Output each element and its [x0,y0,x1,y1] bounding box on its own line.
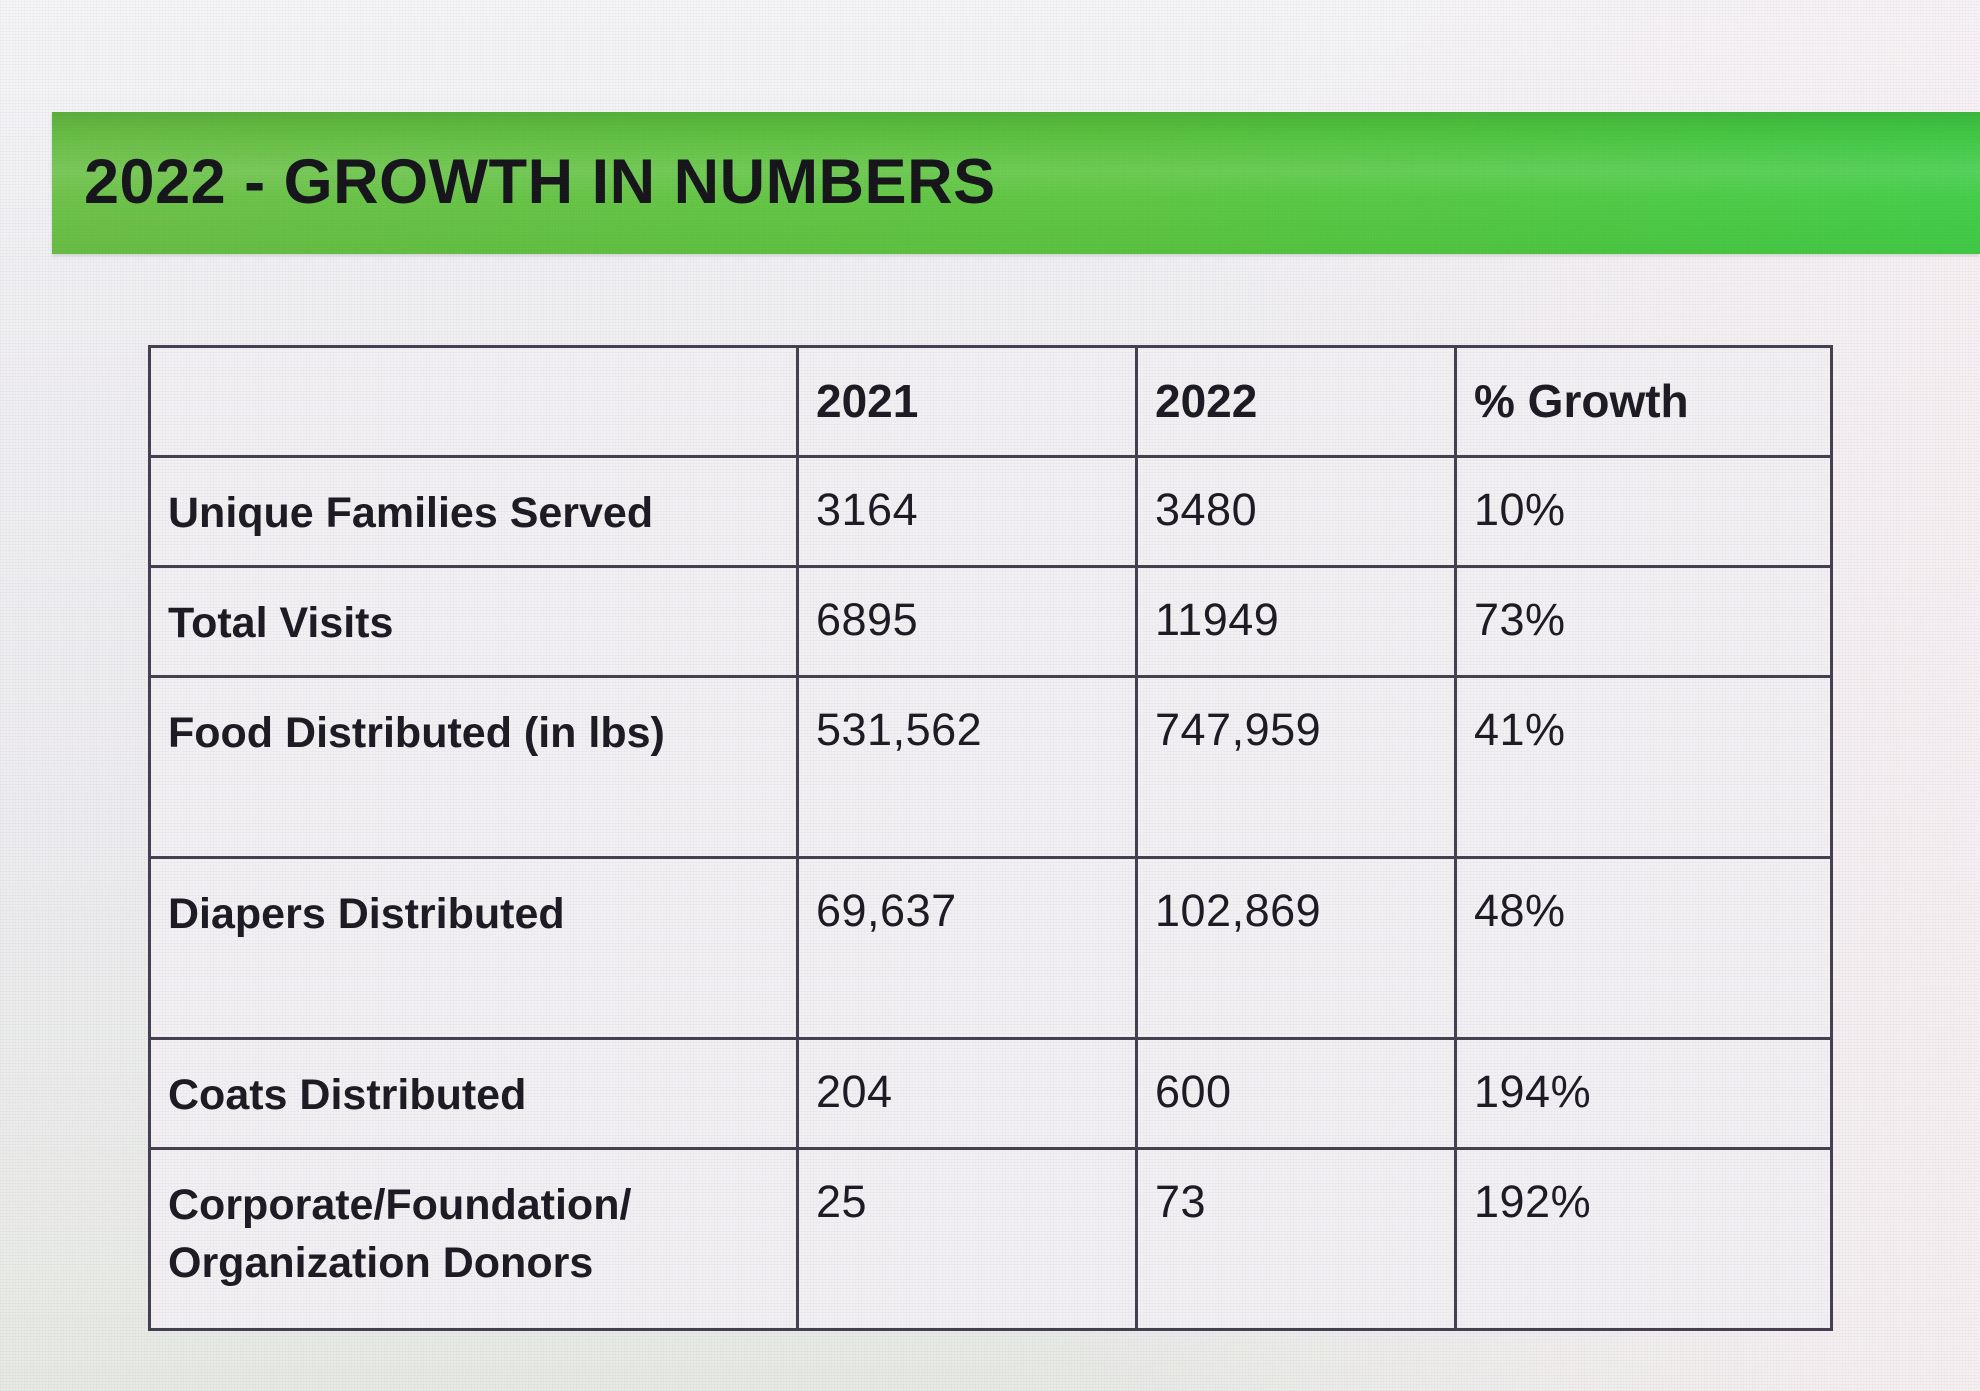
value-2022: 3480 [1135,455,1457,568]
value-2022: 600 [1135,1037,1457,1150]
column-header-2021: 2021 [796,345,1138,458]
growth-table: 2021 2022 % Growth Unique Families Serve… [148,345,1833,1331]
table-row-diapers-distributed: Diapers Distributed 69,637 102,869 48% [148,856,1833,1040]
row-label: Total Visits [148,565,799,678]
value-2021: 6895 [796,565,1138,678]
table-header-row: 2021 2022 % Growth [148,345,1833,458]
value-growth: 41% [1454,675,1833,859]
row-label: Corporate/Foundation/ Organization Donor… [148,1147,799,1331]
value-growth: 194% [1454,1037,1833,1150]
table-row-unique-families: Unique Families Served 3164 3480 10% [148,455,1833,568]
value-2021: 531,562 [796,675,1138,859]
column-header-percent-growth: % Growth [1454,345,1833,458]
value-growth: 10% [1454,455,1833,568]
row-label: Unique Families Served [148,455,799,568]
title-banner: 2022 - GROWTH IN NUMBERS [52,112,1980,254]
table-row-coats-distributed: Coats Distributed 204 600 194% [148,1037,1833,1150]
table-row-food-distributed: Food Distributed (in lbs) 531,562 747,95… [148,675,1833,859]
value-2021: 25 [796,1147,1138,1331]
table-row-total-visits: Total Visits 6895 11949 73% [148,565,1833,678]
value-2022: 102,869 [1135,856,1457,1040]
row-label: Diapers Distributed [148,856,799,1040]
column-header-2022: 2022 [1135,345,1457,458]
table-row-corporate-donors: Corporate/Foundation/ Organization Donor… [148,1147,1833,1331]
value-2022: 747,959 [1135,675,1457,859]
value-2022: 11949 [1135,565,1457,678]
value-2021: 204 [796,1037,1138,1150]
value-2021: 69,637 [796,856,1138,1040]
value-2021: 3164 [796,455,1138,568]
row-label: Food Distributed (in lbs) [148,675,799,859]
value-growth: 48% [1454,856,1833,1040]
value-2022: 73 [1135,1147,1457,1331]
value-growth: 192% [1454,1147,1833,1331]
value-growth: 73% [1454,565,1833,678]
row-label: Coats Distributed [148,1037,799,1150]
corner-header-cell [148,345,799,458]
slide-title: 2022 - GROWTH IN NUMBERS [84,147,996,217]
